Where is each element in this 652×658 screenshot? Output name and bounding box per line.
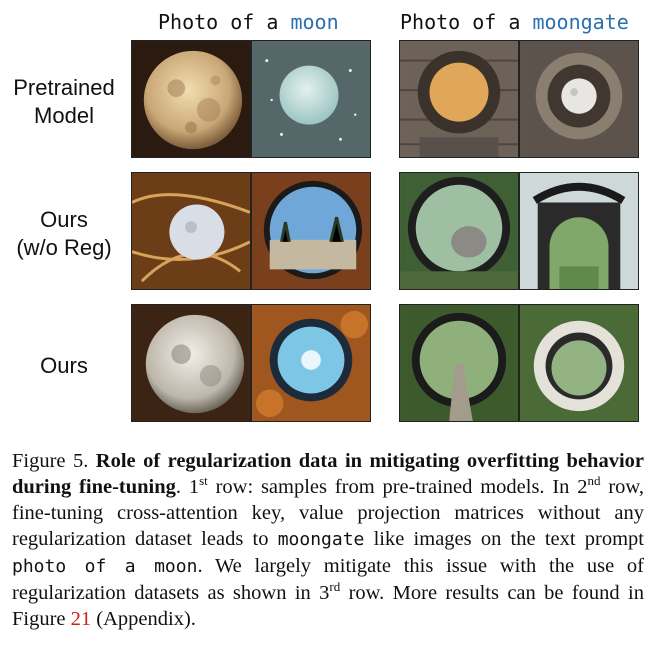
- image-no-reg-moon-1: [131, 172, 251, 290]
- image-ours-moon-1: [131, 304, 251, 422]
- figure-label: Figure 5.: [12, 450, 89, 472]
- image-ours-moongate-1: [399, 304, 519, 422]
- row-label-line: (w/o Reg): [16, 235, 112, 260]
- column-header-prefix: Photo of a: [158, 10, 291, 34]
- caption-text: like images on the text prompt: [364, 528, 644, 550]
- row-label-ours: Ours: [0, 352, 128, 380]
- row-label-line: Ours: [40, 207, 88, 232]
- image-no-reg-moongate-1: [399, 172, 519, 290]
- caption-text: . 1: [175, 476, 200, 498]
- inline-code: moongate: [277, 529, 365, 550]
- image-ours-moongate-2: [519, 304, 639, 422]
- caption-title: Role of regularization data in mitigatin…: [12, 450, 645, 498]
- column-header-keyword: moon: [290, 10, 339, 34]
- image-no-reg-moon-2: [251, 172, 371, 290]
- row-label-ours-no-reg: Ours (w/o Reg): [0, 206, 128, 262]
- inline-code: photo of a moon: [12, 556, 198, 577]
- superscript: st: [199, 473, 208, 489]
- column-header-prefix: Photo of a: [400, 10, 533, 34]
- image-pretrained-moongate-2: [519, 40, 639, 158]
- column-header-keyword: moongate: [532, 10, 629, 34]
- figure-reference-link[interactable]: 21: [70, 608, 92, 630]
- row-label-pretrained: Pretrained Model: [0, 74, 128, 130]
- caption-text: row, fine-tuning cross-attention key, va…: [12, 476, 644, 550]
- superscript: rd: [329, 579, 341, 595]
- caption-text: row. More results can be found in Figure: [12, 582, 645, 630]
- image-no-reg-moongate-2: [519, 172, 639, 290]
- figure-caption: Figure 5. Role of regularization data in…: [12, 448, 644, 632]
- image-ours-moon-2: [251, 304, 371, 422]
- column-header-moongate: Photo of a moongate: [400, 10, 629, 34]
- image-pretrained-moon-1: [131, 40, 251, 158]
- row-label-line: Pretrained: [13, 75, 115, 100]
- column-header-moon: Photo of a moon: [158, 10, 339, 34]
- row-label-line: Model: [34, 103, 94, 128]
- image-pretrained-moon-2: [251, 40, 371, 158]
- caption-text: row: samples from pre-trained models. In…: [207, 476, 588, 498]
- image-pretrained-moongate-1: [399, 40, 519, 158]
- superscript: nd: [587, 473, 601, 489]
- caption-text: . We largely mitigate this issue with th…: [12, 555, 644, 604]
- caption-text: (Appendix).: [91, 608, 196, 630]
- row-label-line: Ours: [40, 353, 88, 378]
